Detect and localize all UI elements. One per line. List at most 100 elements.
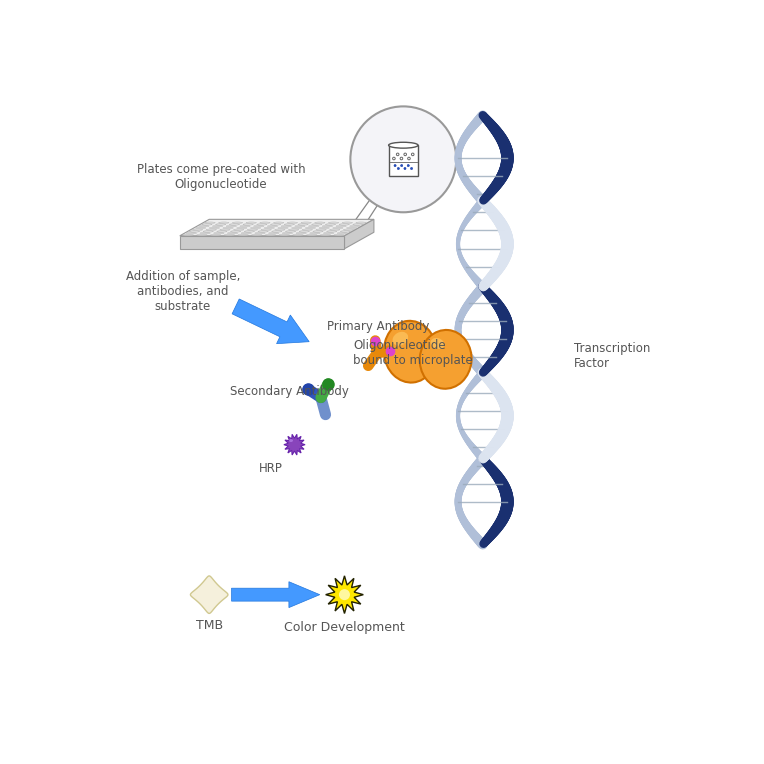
Ellipse shape — [337, 232, 348, 234]
Ellipse shape — [193, 229, 202, 231]
Ellipse shape — [231, 231, 241, 232]
Ellipse shape — [323, 232, 334, 234]
Ellipse shape — [282, 232, 293, 234]
Ellipse shape — [241, 232, 251, 234]
Ellipse shape — [196, 227, 206, 228]
Ellipse shape — [431, 338, 445, 349]
Polygon shape — [345, 219, 374, 249]
Ellipse shape — [339, 224, 349, 225]
Ellipse shape — [237, 227, 247, 228]
Ellipse shape — [202, 224, 212, 225]
Ellipse shape — [240, 225, 250, 227]
Ellipse shape — [343, 229, 354, 231]
Ellipse shape — [232, 222, 243, 223]
Ellipse shape — [278, 227, 288, 228]
Text: Oligonucleotide
bound to microplate: Oligonucleotide bound to microplate — [353, 339, 473, 367]
Ellipse shape — [251, 227, 261, 228]
Ellipse shape — [350, 225, 360, 227]
Ellipse shape — [312, 224, 322, 225]
Ellipse shape — [229, 224, 240, 225]
Ellipse shape — [325, 224, 335, 225]
Ellipse shape — [299, 231, 309, 232]
Circle shape — [397, 167, 400, 170]
Ellipse shape — [199, 225, 209, 227]
Ellipse shape — [220, 229, 230, 231]
Ellipse shape — [258, 231, 268, 232]
Ellipse shape — [347, 227, 357, 228]
Ellipse shape — [330, 229, 340, 231]
Text: TMB: TMB — [196, 620, 223, 633]
Ellipse shape — [281, 225, 291, 227]
Ellipse shape — [315, 222, 325, 223]
Ellipse shape — [333, 227, 343, 228]
Ellipse shape — [264, 227, 274, 228]
Polygon shape — [284, 434, 305, 455]
Text: Secondary Antibody: Secondary Antibody — [230, 385, 348, 398]
Ellipse shape — [268, 232, 279, 234]
Ellipse shape — [289, 439, 293, 442]
Ellipse shape — [275, 229, 285, 231]
Ellipse shape — [223, 227, 233, 228]
Ellipse shape — [353, 224, 363, 225]
Ellipse shape — [248, 229, 257, 231]
Ellipse shape — [356, 222, 366, 223]
Ellipse shape — [287, 222, 298, 223]
Ellipse shape — [203, 231, 213, 232]
Circle shape — [400, 164, 403, 167]
Ellipse shape — [340, 231, 351, 232]
Ellipse shape — [215, 224, 226, 225]
Ellipse shape — [286, 231, 296, 232]
Ellipse shape — [419, 330, 471, 389]
Ellipse shape — [267, 225, 277, 227]
Ellipse shape — [326, 231, 337, 232]
Ellipse shape — [319, 227, 329, 228]
Ellipse shape — [329, 222, 338, 223]
Ellipse shape — [389, 142, 418, 148]
Polygon shape — [232, 299, 309, 344]
Ellipse shape — [270, 224, 280, 225]
Circle shape — [351, 106, 456, 212]
Circle shape — [410, 167, 413, 170]
Ellipse shape — [209, 227, 219, 228]
Ellipse shape — [257, 224, 267, 225]
Ellipse shape — [205, 222, 215, 223]
Ellipse shape — [306, 227, 316, 228]
Ellipse shape — [261, 229, 271, 231]
Ellipse shape — [234, 229, 244, 231]
Ellipse shape — [298, 224, 308, 225]
Ellipse shape — [342, 222, 352, 223]
Text: Color Development: Color Development — [284, 621, 405, 634]
Ellipse shape — [244, 231, 254, 232]
Ellipse shape — [246, 222, 257, 223]
Text: Transcription
Factor: Transcription Factor — [574, 342, 650, 371]
Ellipse shape — [214, 232, 224, 234]
Text: Addition of sample,
antibodies, and
substrate: Addition of sample, antibodies, and subs… — [125, 270, 240, 313]
Ellipse shape — [296, 232, 306, 234]
Ellipse shape — [312, 231, 323, 232]
Ellipse shape — [393, 332, 408, 346]
Ellipse shape — [309, 232, 320, 234]
Text: Primary Antibody: Primary Antibody — [327, 320, 429, 334]
Ellipse shape — [254, 225, 264, 227]
Ellipse shape — [219, 222, 229, 223]
Ellipse shape — [200, 232, 210, 234]
Polygon shape — [190, 576, 228, 613]
Circle shape — [394, 164, 397, 167]
FancyBboxPatch shape — [389, 145, 418, 176]
Text: HRP: HRP — [259, 462, 283, 475]
Circle shape — [404, 167, 406, 170]
Ellipse shape — [212, 225, 222, 227]
Ellipse shape — [217, 231, 227, 232]
Ellipse shape — [292, 227, 302, 228]
Ellipse shape — [272, 231, 282, 232]
Ellipse shape — [186, 232, 196, 234]
Ellipse shape — [316, 229, 326, 231]
Text: Plates come pre-coated with
Oligonucleotide: Plates come pre-coated with Oligonucleot… — [137, 163, 306, 191]
Ellipse shape — [322, 225, 332, 227]
Ellipse shape — [226, 225, 236, 227]
Ellipse shape — [274, 222, 284, 223]
Ellipse shape — [284, 224, 294, 225]
Ellipse shape — [303, 229, 312, 231]
Ellipse shape — [289, 229, 299, 231]
Ellipse shape — [301, 222, 311, 223]
